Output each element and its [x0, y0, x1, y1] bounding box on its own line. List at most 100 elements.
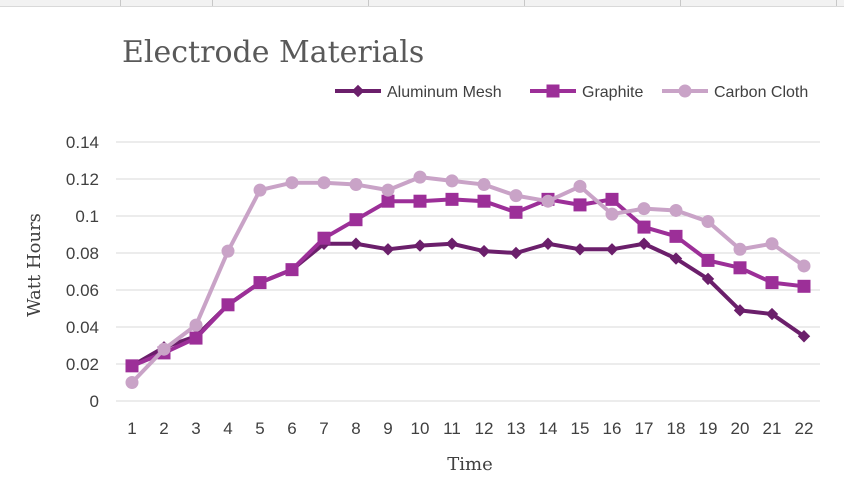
x-axis-label: Time	[447, 454, 492, 475]
data-point-carbon-cloth	[797, 259, 811, 273]
x-tick-label: 15	[571, 419, 590, 438]
data-point-carbon-cloth	[573, 179, 587, 193]
x-tick-label: 3	[191, 419, 200, 438]
legend-marker-graphite	[546, 84, 560, 98]
data-point-graphite	[381, 194, 395, 208]
data-point-aluminum-mesh	[605, 243, 619, 256]
data-point-graphite	[509, 205, 523, 219]
data-point-carbon-cloth	[317, 176, 331, 190]
data-point-aluminum-mesh	[381, 243, 395, 256]
data-point-aluminum-mesh	[765, 307, 779, 321]
y-tick-label: 0.06	[66, 281, 99, 300]
x-tick-label: 8	[351, 419, 360, 438]
legend-marker-carbon-cloth	[678, 84, 692, 98]
legend-entry-graphite: Graphite	[530, 84, 643, 101]
x-tick-label: 20	[731, 419, 750, 438]
data-point-aluminum-mesh	[733, 304, 747, 317]
gridlines	[116, 141, 820, 402]
data-point-aluminum-mesh	[637, 237, 651, 250]
y-tick-label: 0.02	[66, 355, 99, 374]
data-point-carbon-cloth	[733, 242, 747, 256]
data-point-graphite	[221, 298, 235, 312]
data-point-carbon-cloth	[125, 376, 139, 389]
data-point-graphite	[413, 194, 427, 208]
data-point-aluminum-mesh	[445, 237, 459, 250]
x-tick-label: 10	[411, 419, 430, 438]
y-tick-label: 0.04	[66, 318, 99, 337]
data-point-carbon-cloth	[701, 215, 715, 229]
spreadsheet-top-edge	[0, 0, 844, 7]
y-axis-label: Watt Hours	[24, 213, 45, 317]
data-point-carbon-cloth	[605, 207, 619, 221]
x-tick-label: 21	[763, 419, 782, 438]
y-tick-label: 0.12	[66, 170, 99, 189]
data-point-carbon-cloth	[349, 178, 363, 192]
data-point-graphite	[733, 261, 747, 275]
data-point-carbon-cloth	[221, 244, 235, 258]
data-point-carbon-cloth	[509, 189, 523, 203]
data-point-carbon-cloth	[189, 318, 203, 332]
x-tick-label: 12	[475, 419, 494, 438]
x-tick-label: 4	[223, 419, 232, 438]
data-point-aluminum-mesh	[477, 244, 491, 258]
x-tick-label: 18	[667, 419, 686, 438]
data-point-aluminum-mesh	[541, 237, 555, 250]
x-tick-label: 17	[635, 419, 654, 438]
data-point-graphite	[189, 331, 203, 345]
legend-label-graphite: Graphite	[582, 84, 643, 101]
data-point-aluminum-mesh	[349, 237, 363, 250]
x-tick-label: 16	[603, 419, 622, 438]
data-point-carbon-cloth	[477, 178, 491, 192]
data-point-carbon-cloth	[413, 170, 427, 184]
x-tick-label: 1	[127, 419, 136, 438]
data-point-graphite	[125, 359, 139, 373]
x-tick-label: 11	[443, 419, 461, 438]
data-point-graphite	[701, 253, 715, 267]
series-carbon-cloth	[125, 170, 811, 389]
data-point-aluminum-mesh	[573, 243, 587, 256]
data-point-graphite	[669, 229, 683, 243]
legend: Aluminum Mesh Graphite Carbon Cloth	[335, 84, 808, 101]
x-axis-ticks: 1 2 3 4 5 6 7 8 9 10 11 12 13 14 15 16 17 18 19 20 21 22	[127, 419, 813, 438]
legend-marker-aluminum-mesh	[351, 84, 365, 98]
data-point-graphite	[637, 220, 651, 234]
x-tick-label: 6	[287, 419, 296, 438]
data-point-carbon-cloth	[669, 203, 683, 217]
data-point-carbon-cloth	[381, 183, 395, 197]
data-point-graphite	[285, 263, 299, 277]
data-point-aluminum-mesh	[509, 246, 523, 260]
x-tick-label: 14	[539, 419, 558, 438]
data-point-carbon-cloth	[253, 183, 267, 197]
x-tick-label: 7	[319, 419, 328, 438]
data-point-aluminum-mesh	[413, 239, 427, 252]
data-point-carbon-cloth	[445, 174, 459, 188]
y-axis-ticks: 0 0.02 0.04 0.06 0.08 0.1 0.12 0.14	[66, 133, 99, 411]
series-lines	[125, 170, 811, 389]
y-tick-label: 0.14	[66, 133, 99, 152]
data-point-aluminum-mesh	[669, 252, 683, 265]
series-line-graphite	[130, 197, 806, 368]
data-point-aluminum-mesh	[797, 330, 811, 343]
series-line-carbon-cloth	[130, 175, 806, 385]
data-point-aluminum-mesh	[701, 272, 715, 286]
chart-title: Electrode Materials	[122, 35, 424, 70]
x-tick-label: 22	[795, 419, 814, 438]
legend-entry-carbon-cloth: Carbon Cloth	[662, 84, 808, 101]
data-point-graphite	[573, 198, 587, 212]
data-point-carbon-cloth	[285, 176, 299, 190]
x-tick-label: 13	[507, 419, 526, 438]
x-tick-label: 9	[383, 419, 392, 438]
data-point-graphite	[445, 192, 459, 206]
data-point-carbon-cloth	[637, 202, 651, 216]
x-tick-label: 5	[255, 419, 264, 438]
y-tick-label: 0.08	[66, 244, 99, 263]
x-tick-label: 19	[699, 419, 718, 438]
y-tick-label: 0	[90, 392, 99, 411]
data-point-graphite	[317, 231, 331, 245]
data-point-carbon-cloth	[765, 237, 779, 251]
legend-label-aluminum-mesh: Aluminum Mesh	[387, 84, 502, 101]
data-point-graphite	[765, 276, 779, 290]
y-tick-label: 0.1	[75, 207, 99, 226]
data-point-carbon-cloth	[157, 342, 171, 356]
